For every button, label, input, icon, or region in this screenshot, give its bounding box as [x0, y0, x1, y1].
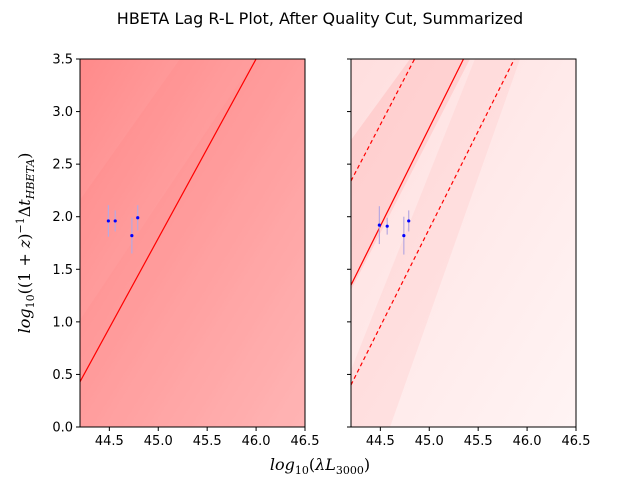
right-data-point-1 — [385, 224, 389, 228]
right-panel: 44.5 45.0 45.5 46.0 46.5 — [347, 58, 591, 449]
left-x-tick-label-3: 46.0 — [242, 434, 271, 449]
right-data-point-0 — [377, 223, 381, 227]
left-x-tick-label-0: 44.5 — [95, 434, 124, 449]
left-fit-line-0 — [80, 59, 257, 383]
left-data-point-0 — [106, 219, 110, 223]
left-panel-background — [80, 59, 305, 427]
left-y-tick-label-7: 3.5 — [52, 53, 73, 68]
left-y-tick-label-1: 0.5 — [52, 368, 73, 383]
left-y-tick-label-6: 3.0 — [52, 105, 73, 120]
left-panel-frame — [79, 58, 306, 428]
left-x-tick-label-1: 45.0 — [144, 434, 173, 449]
left-data-point-2 — [130, 234, 134, 238]
right-x-tick-label-0: 44.5 — [366, 434, 395, 449]
left-x-tick-label-4: 46.5 — [291, 434, 320, 449]
left-panel-density — [80, 59, 305, 427]
left-panel-y-ticks: 0.0 0.5 1.0 1.5 2.0 2.5 3.0 3.5 — [52, 53, 80, 436]
right-panel-y-ticks — [347, 58, 351, 428]
left-panel: 44.5 45.0 45.5 46.0 46.5 0.0 0.5 1.0 1.5 2.0 2.5 3… — [52, 53, 319, 450]
right-data-point-2 — [402, 234, 406, 238]
left-y-tick-label-0: 0.0 — [52, 421, 73, 436]
right-fit-line-0 — [351, 59, 465, 286]
right-panel-density — [351, 59, 520, 427]
right-fit-line-1 — [351, 59, 416, 182]
figure-title: HBETA Lag R-L Plot, After Quality Cut, S… — [117, 9, 523, 28]
left-y-tick-label-5: 2.5 — [52, 158, 73, 173]
left-y-tick-label-3: 1.5 — [52, 263, 73, 278]
right-fit-line-2 — [351, 59, 515, 386]
left-x-tick-label-2: 45.5 — [193, 434, 222, 449]
right-panel-marks — [351, 59, 515, 386]
left-y-tick-label-4: 2.0 — [52, 210, 73, 225]
left-data-point-3 — [136, 216, 140, 220]
x-axis-label: log10(λL3000) — [270, 455, 370, 477]
right-x-tick-label-1: 45.0 — [415, 434, 444, 449]
left-panel-marks — [80, 59, 257, 383]
left-y-tick-label-2: 1.0 — [52, 315, 73, 330]
right-x-tick-label-4: 46.5 — [562, 434, 591, 449]
right-panel-background — [351, 59, 576, 427]
y-axis-label: log10((1 + z)−1ΔtHBETA) — [14, 153, 37, 334]
left-data-point-1 — [113, 219, 117, 223]
x-axis-label-text: log — [270, 455, 295, 474]
right-x-tick-label-3: 46.0 — [513, 434, 542, 449]
right-x-tick-label-2: 45.5 — [464, 434, 493, 449]
right-data-point-3 — [407, 219, 411, 223]
right-panel-x-ticks: 44.5 45.0 45.5 46.0 46.5 — [366, 427, 591, 449]
left-panel-x-ticks: 44.5 45.0 45.5 46.0 46.5 — [95, 427, 320, 449]
right-panel-frame — [350, 58, 577, 428]
